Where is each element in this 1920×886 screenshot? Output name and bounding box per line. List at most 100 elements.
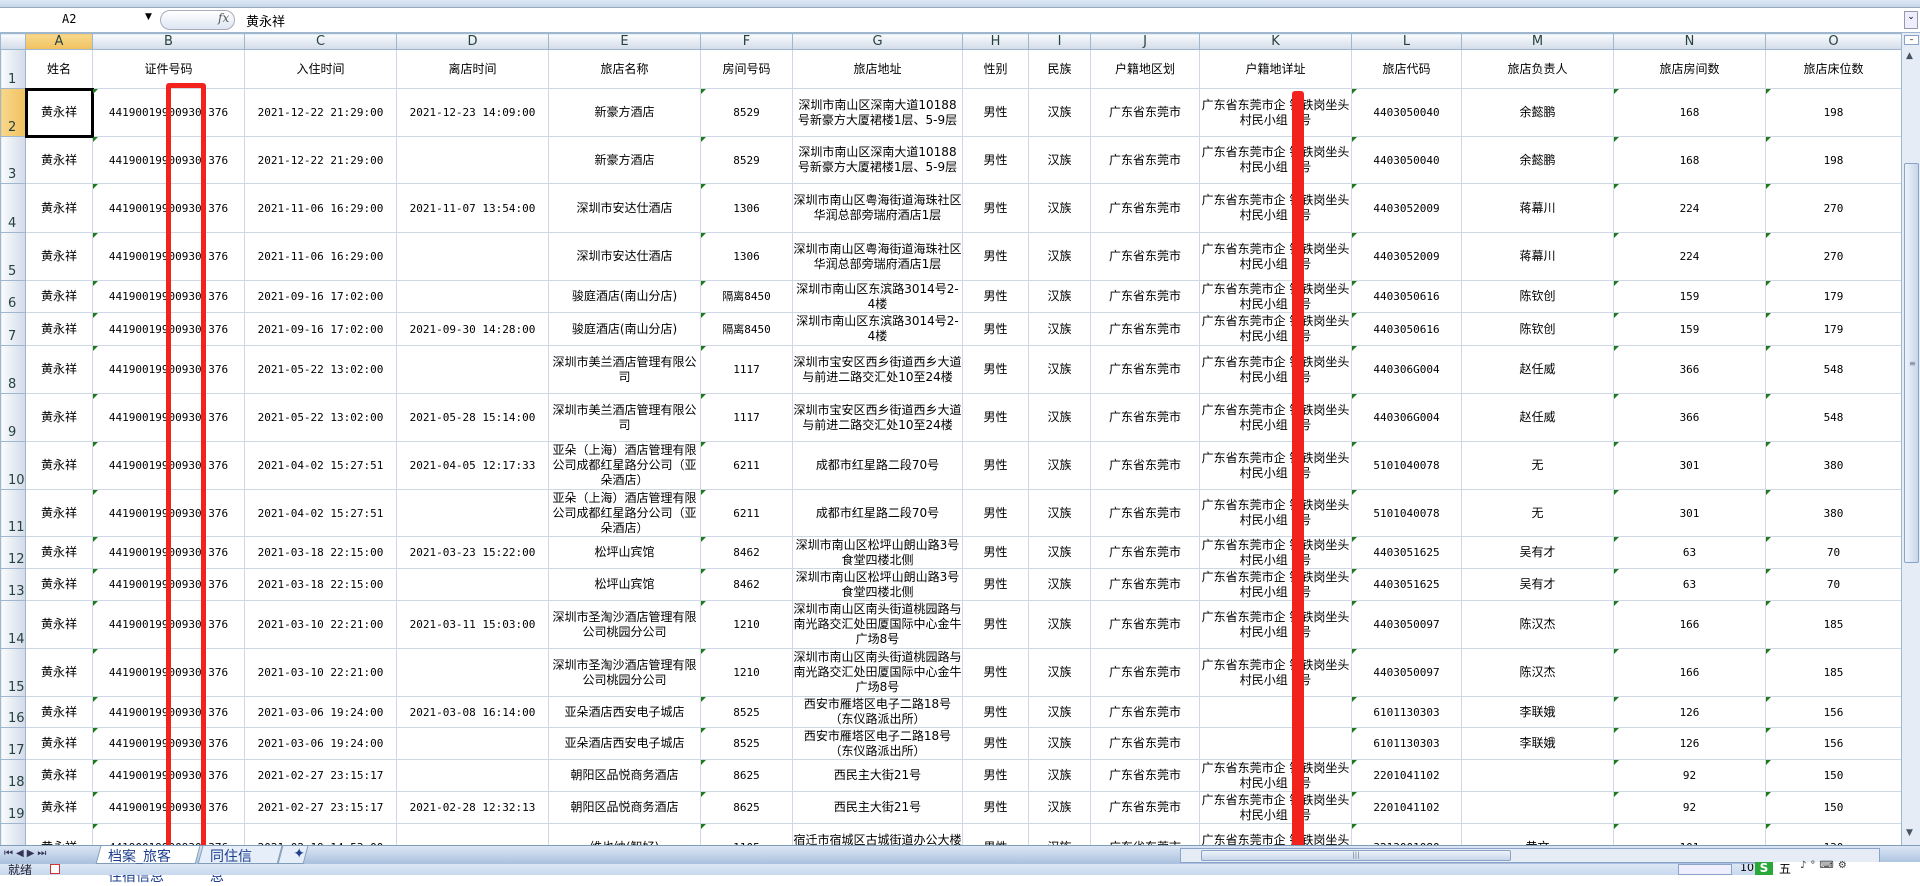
- cell-a[interactable]: 黄永祥: [25, 489, 93, 537]
- field-header-cell[interactable]: 旅店地址: [792, 49, 963, 89]
- cell-k[interactable]: 广东省东莞市企 镇铁岗坐头村民小组 0号: [1199, 791, 1352, 824]
- horizontal-scroll-thumb[interactable]: |||: [1201, 850, 1511, 861]
- cell-h[interactable]: 男性: [962, 568, 1029, 601]
- cell-o[interactable]: 548: [1765, 345, 1901, 394]
- row-header[interactable]: 6: [0, 280, 26, 313]
- cell-c[interactable]: 2021-03-10 22:21:00: [244, 648, 397, 697]
- cell-e[interactable]: 亚朵（上海）酒店管理有限公司成都红星路分公司（亚朵酒店）: [548, 441, 701, 490]
- cell-i[interactable]: 汉族: [1028, 183, 1091, 233]
- column-header-g[interactable]: G: [792, 33, 963, 50]
- field-header-cell[interactable]: 旅店床位数: [1765, 49, 1901, 89]
- scroll-down-icon[interactable]: ▼: [1906, 828, 1913, 838]
- cell-b[interactable]: 44190019900930 376: [92, 280, 245, 313]
- cell-a[interactable]: 黄永祥: [25, 759, 93, 792]
- cell-n[interactable]: 168: [1613, 136, 1766, 184]
- cell-c[interactable]: 2021-11-06 16:29:00: [244, 183, 397, 233]
- cell-e[interactable]: 亚朵酒店西安电子城店: [548, 727, 701, 760]
- cell-k[interactable]: 广东省东莞市企 镇铁岗坐头村民小组 0号: [1199, 759, 1352, 792]
- cell-l[interactable]: 5101040078: [1351, 441, 1462, 490]
- cell-m[interactable]: 吴有才: [1461, 568, 1614, 601]
- cell-c[interactable]: 2021-03-06 19:24:00: [244, 696, 397, 728]
- row-header[interactable]: 4: [0, 183, 26, 233]
- ime-mode[interactable]: 五: [1779, 862, 1792, 876]
- cell-k[interactable]: 广东省东莞市企 镇铁岗坐头村民小组 0号: [1199, 648, 1352, 697]
- vertical-scroll-thumb[interactable]: ≡: [1904, 163, 1919, 563]
- cell-g[interactable]: 成都市红星路二段70号: [792, 489, 963, 537]
- cell-c[interactable]: 2021-09-16 17:02:00: [244, 280, 397, 313]
- cell-n[interactable]: 63: [1613, 536, 1766, 569]
- cell-j[interactable]: 广东省东莞市: [1090, 232, 1200, 281]
- cell-b[interactable]: 44190019900930 376: [92, 345, 245, 394]
- cell-f[interactable]: 8529: [700, 88, 793, 137]
- cell-c[interactable]: 2021-05-22 13:02:00: [244, 393, 397, 442]
- cell-l[interactable]: 4403050616: [1351, 280, 1462, 313]
- row-header[interactable]: 7: [0, 312, 26, 346]
- cell-m[interactable]: 蒋幕川: [1461, 183, 1614, 233]
- cell-e[interactable]: 亚朵酒店西安电子城店: [548, 696, 701, 728]
- cell-n[interactable]: 92: [1613, 759, 1766, 792]
- cell-j[interactable]: 广东省东莞市: [1090, 727, 1200, 760]
- select-all-corner[interactable]: [0, 33, 26, 50]
- cell-a[interactable]: 黄永祥: [25, 393, 93, 442]
- cell-h[interactable]: 男性: [962, 183, 1029, 233]
- row-header-1[interactable]: 1: [0, 49, 26, 89]
- cell-m[interactable]: 蒋幕川: [1461, 232, 1614, 281]
- row-header[interactable]: 2: [0, 88, 26, 137]
- field-header-cell[interactable]: 姓名: [25, 49, 93, 89]
- row-header[interactable]: 14: [0, 600, 26, 649]
- sheet-tab-cohabitants[interactable]: 同住信息: [197, 846, 283, 885]
- cell-m[interactable]: 无: [1461, 489, 1614, 537]
- cell-k[interactable]: 广东省东莞市企 镇铁岗坐头村民小组 0号: [1199, 823, 1352, 845]
- cell-n[interactable]: 101: [1613, 823, 1766, 845]
- cell-b[interactable]: 44190019900930 376: [92, 759, 245, 792]
- cell-h[interactable]: 男性: [962, 232, 1029, 281]
- cell-a[interactable]: 黄永祥: [25, 696, 93, 728]
- cell-c[interactable]: 2021-04-02 15:27:51: [244, 441, 397, 490]
- cell-b[interactable]: 44190019900930 376: [92, 568, 245, 601]
- cell-a[interactable]: 黄永祥: [25, 791, 93, 824]
- cell-g[interactable]: 深圳市宝安区西乡街道西乡大道与前进二路交汇处10至24楼: [792, 345, 963, 394]
- cell-n[interactable]: 159: [1613, 280, 1766, 313]
- cell-o[interactable]: 70: [1765, 536, 1901, 569]
- zoom-level[interactable]: 10: [1740, 864, 1754, 874]
- cell-c[interactable]: 2021-03-18 22:15:00: [244, 568, 397, 601]
- field-header-cell[interactable]: 证件号码: [92, 49, 245, 89]
- cell-e[interactable]: 骏庭酒店(南山分店): [548, 280, 701, 313]
- row-header[interactable]: 20: [0, 823, 26, 845]
- cell-f[interactable]: 6211: [700, 489, 793, 537]
- cell-a[interactable]: 黄永祥: [25, 136, 93, 184]
- cell-h[interactable]: 男性: [962, 696, 1029, 728]
- cell-f[interactable]: 8462: [700, 568, 793, 601]
- cell-j[interactable]: 广东省东莞市: [1090, 759, 1200, 792]
- cell-k[interactable]: 广东省东莞市企 镇铁岗坐头村民小组 0号: [1199, 568, 1352, 601]
- cell-j[interactable]: 广东省东莞市: [1090, 648, 1200, 697]
- cell-i[interactable]: 汉族: [1028, 791, 1091, 824]
- cell-n[interactable]: 166: [1613, 648, 1766, 697]
- cell-i[interactable]: 汉族: [1028, 489, 1091, 537]
- cell-n[interactable]: 126: [1613, 727, 1766, 760]
- vertical-scrollbar[interactable]: – ▲ ≡ ▼: [1901, 33, 1920, 845]
- cell-f[interactable]: 1306: [700, 183, 793, 233]
- cell-j[interactable]: 广东省东莞市: [1090, 696, 1200, 728]
- cell-h[interactable]: 男性: [962, 393, 1029, 442]
- ime-tool-icons[interactable]: ♪°⌨⚙: [1800, 860, 1851, 871]
- cell-n[interactable]: 366: [1613, 393, 1766, 442]
- cell-h[interactable]: 男性: [962, 759, 1029, 792]
- column-header-d[interactable]: D: [396, 33, 549, 50]
- cell-i[interactable]: 汉族: [1028, 136, 1091, 184]
- cell-o[interactable]: 156: [1765, 727, 1901, 760]
- column-header-a[interactable]: A: [25, 33, 93, 50]
- cell-l[interactable]: 4403051625: [1351, 536, 1462, 569]
- cell-o[interactable]: 270: [1765, 183, 1901, 233]
- cell-m[interactable]: 余懿鹏: [1461, 136, 1614, 184]
- cell-j[interactable]: 广东省东莞市: [1090, 393, 1200, 442]
- cell-d[interactable]: [396, 648, 549, 697]
- cell-i[interactable]: 汉族: [1028, 568, 1091, 601]
- row-header[interactable]: 9: [0, 393, 26, 442]
- column-header-c[interactable]: C: [244, 33, 397, 50]
- column-header-h[interactable]: H: [962, 33, 1029, 50]
- field-header-cell[interactable]: 房间号码: [700, 49, 793, 89]
- cell-m[interactable]: [1461, 759, 1614, 792]
- row-header[interactable]: 15: [0, 648, 26, 697]
- cell-g[interactable]: 深圳市南山区粤海街道海珠社区华润总部旁瑞府酒店1层: [792, 232, 963, 281]
